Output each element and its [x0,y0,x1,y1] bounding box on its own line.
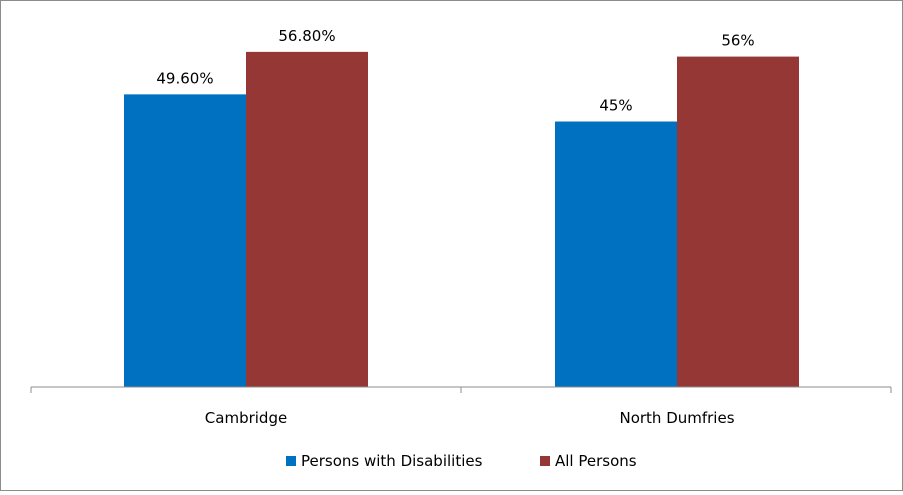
bar-persons-with-disabilities-1 [555,121,677,387]
legend-label: Persons with Disabilities [301,452,483,470]
data-label: 56.80% [278,27,335,45]
data-label: 56% [721,32,754,50]
legend: Persons with Disabilities All Persons [286,452,637,470]
legend-swatch [286,456,296,466]
data-label: 49.60% [156,69,213,87]
bar-persons-with-disabilities-0 [124,94,246,388]
bar-all-persons-1 [677,56,799,387]
x-axis [30,386,892,393]
category-labels-group: Cambridge North Dumfries [205,409,735,427]
category-label: Cambridge [205,409,287,427]
legend-label: All Persons [555,452,637,470]
category-label: North Dumfries [619,409,734,427]
data-label: 45% [599,97,632,115]
value-labels-group: 49.60% 45% 56.80% 56% [156,27,754,115]
bars-group [124,51,799,388]
legend-swatch [540,456,550,466]
bar-all-persons-0 [246,51,368,387]
